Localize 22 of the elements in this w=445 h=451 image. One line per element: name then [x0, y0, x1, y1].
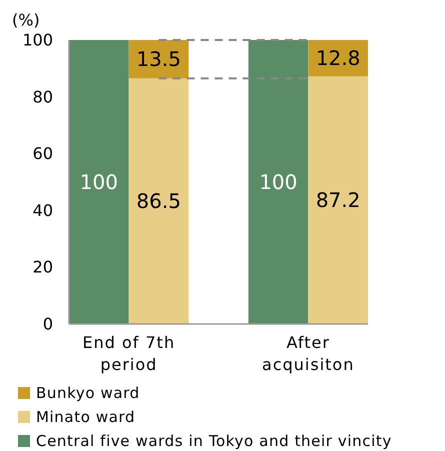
bar — [308, 76, 368, 324]
y-tick-label: 20 — [32, 258, 53, 277]
legend-label: Bunkyo ward — [36, 384, 140, 402]
data-label: 12.8 — [316, 46, 360, 70]
x-tick-label: After acquisiton — [262, 333, 354, 374]
legend-label: Minato ward — [36, 408, 136, 426]
y-tick-label: 40 — [32, 200, 53, 220]
bar — [128, 78, 189, 324]
y-tick-label: 80 — [32, 87, 53, 106]
data-label: 100 — [80, 170, 118, 194]
y-tick-label: 100 — [22, 30, 53, 50]
legend-label: Central five wards in Tokyo and their vincity — [36, 432, 392, 450]
bar — [308, 40, 368, 76]
data-label: 13.5 — [136, 47, 181, 72]
y-axis-title: (%) — [12, 10, 40, 30]
data-label: 87.2 — [316, 188, 360, 212]
bar — [248, 40, 308, 324]
data-label: 100 — [259, 170, 298, 194]
data-label: 86.5 — [136, 189, 181, 214]
y-tick-label: 60 — [32, 144, 53, 164]
y-tick-label: 0 — [42, 314, 53, 334]
x-tick-label: End of 7th period — [82, 333, 176, 374]
